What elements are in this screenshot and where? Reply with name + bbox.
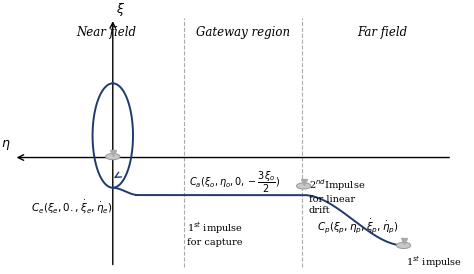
- Text: $C_e(\xi_e, 0., \dot{\xi}_e, \dot{\eta}_e)$: $C_e(\xi_e, 0., \dot{\xi}_e, \dot{\eta}_…: [31, 198, 112, 216]
- Text: $\eta$: $\eta$: [1, 138, 10, 152]
- Circle shape: [396, 242, 411, 249]
- Text: Near field: Near field: [76, 25, 137, 39]
- Text: 2$^{nd}$Impulse
for linear
drift: 2$^{nd}$Impulse for linear drift: [309, 177, 365, 215]
- Text: 1$^{st}$ impulse
for capture: 1$^{st}$ impulse for capture: [187, 220, 243, 247]
- Text: Gateway region: Gateway region: [196, 25, 291, 39]
- Text: Far field: Far field: [357, 25, 408, 39]
- Text: $\xi$: $\xi$: [116, 1, 125, 18]
- Text: 1$^{st}$ impulse: 1$^{st}$ impulse: [406, 255, 462, 270]
- Circle shape: [106, 153, 120, 160]
- Circle shape: [297, 183, 311, 189]
- Text: $C_p(\xi_p, \eta_p, \dot{\xi}_p, \dot{\eta}_p)$: $C_p(\xi_p, \eta_p, \dot{\xi}_p, \dot{\e…: [317, 217, 399, 235]
- Text: $C_a(\xi_o, \eta_o, 0, -\dfrac{3\xi_o}{2})$: $C_a(\xi_o, \eta_o, 0, -\dfrac{3\xi_o}{2…: [189, 170, 280, 195]
